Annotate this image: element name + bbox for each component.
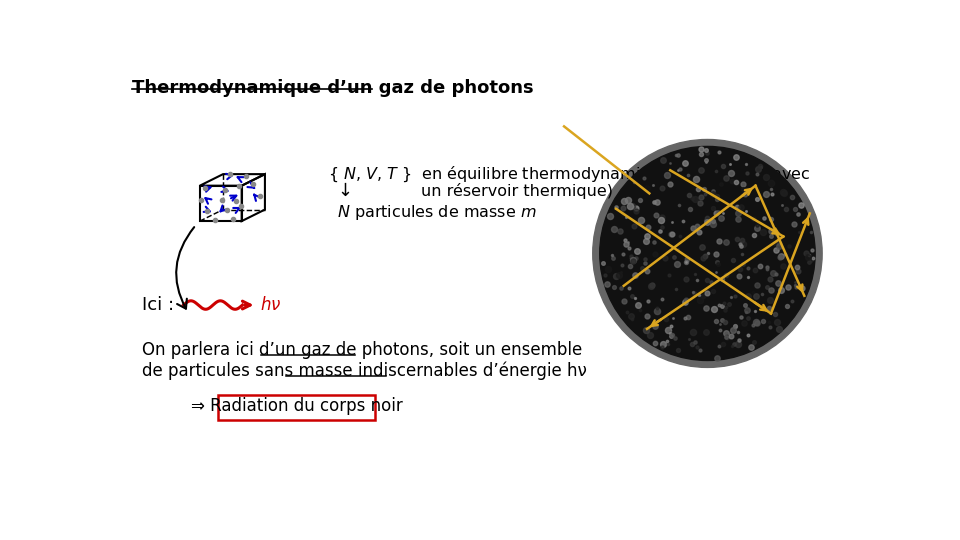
Text: Ici :: Ici : [142, 296, 174, 314]
Text: Thermodynamique d’un gaz de photons: Thermodynamique d’un gaz de photons [132, 79, 533, 97]
Text: de particules sans masse indiscernables d’énergie hν: de particules sans masse indiscernables … [142, 361, 587, 380]
Text: $N$ particules de masse $m$: $N$ particules de masse $m$ [337, 203, 537, 222]
Text: { $N$, $V$, $T$ }  en équilibre thermodynamique (en contact avec: { $N$, $V$, $T$ } en équilibre thermodyn… [327, 165, 810, 184]
Bar [219, 395, 375, 420]
Text: un réservoir thermique): un réservoir thermique) [420, 183, 612, 199]
Text: ⇒ Radiation du corps noir: ⇒ Radiation du corps noir [191, 397, 402, 415]
Circle shape [592, 139, 822, 367]
FancyArrowPatch shape [177, 227, 194, 309]
Circle shape [600, 146, 815, 361]
Text: h$\nu$: h$\nu$ [259, 296, 281, 314]
Text: ↓: ↓ [337, 182, 352, 200]
Text: On parlera ici d’un gaz de photons, soit un ensemble: On parlera ici d’un gaz de photons, soit… [142, 341, 582, 359]
